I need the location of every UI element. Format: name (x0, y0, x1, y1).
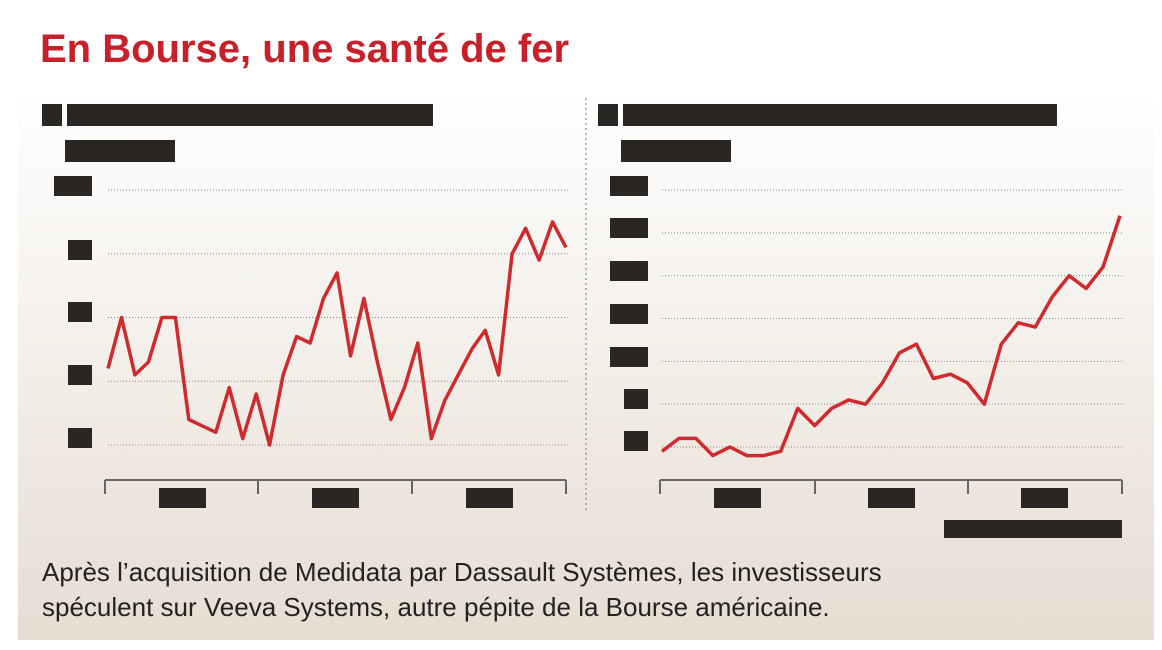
price-line (660, 215, 1122, 458)
caption-line: spéculent sur Veeva Systems, autre pépit… (42, 592, 830, 622)
caption-line: Après l’acquisition de Medidata par Dass… (42, 557, 882, 587)
x-axes (104, 479, 1123, 494)
title: En Bourse, une santé de fer (40, 27, 569, 71)
redacted-labels (42, 104, 1122, 538)
price-line (106, 220, 568, 447)
